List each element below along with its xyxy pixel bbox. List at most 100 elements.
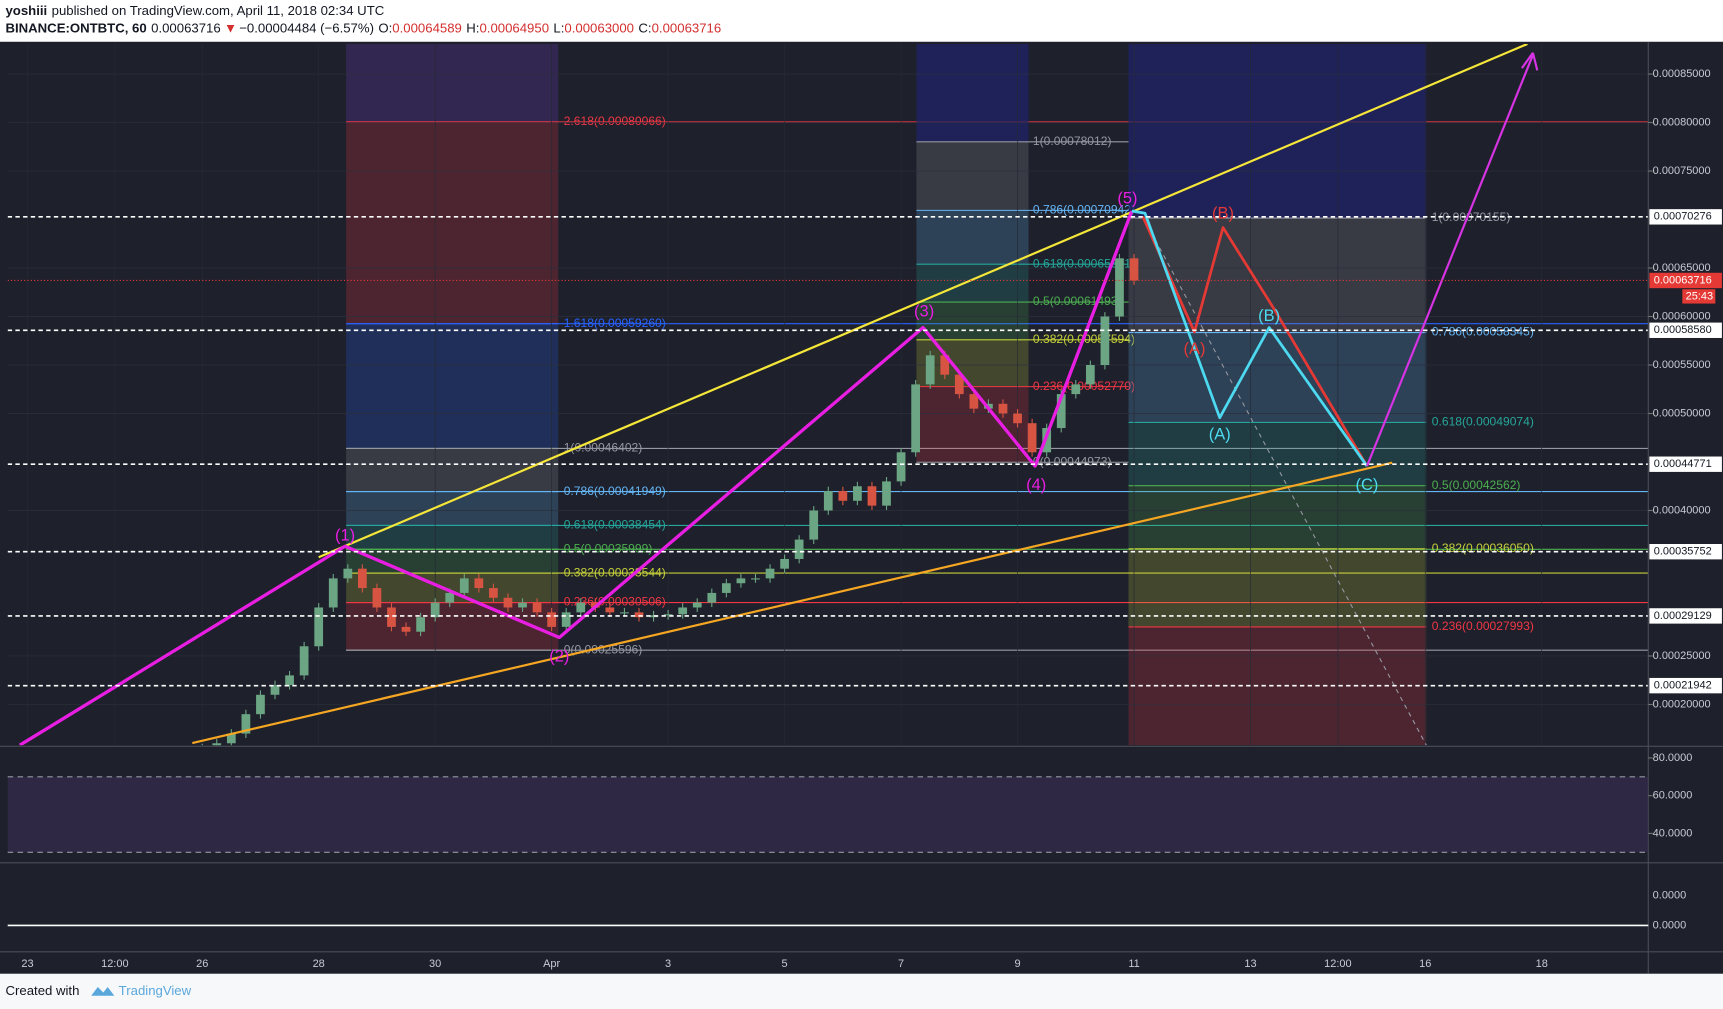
rsi-tick-label: 60.0000 [1653, 790, 1693, 802]
brand[interactable]: TradingView [119, 983, 192, 998]
trend-lower [192, 461, 1393, 745]
candle [882, 481, 891, 506]
candle [518, 602, 527, 608]
footer [0, 973, 1723, 1009]
candle [561, 612, 571, 627]
fib-band [916, 339, 1029, 387]
trend-upper [318, 43, 1528, 559]
x-tick-label: 26 [196, 958, 208, 970]
candle [503, 597, 513, 608]
candle [416, 617, 425, 632]
fib-label: 0.382(0.00033544) [564, 565, 666, 579]
fib-top-band [1128, 43, 1427, 219]
countdown-tag [1682, 289, 1716, 304]
ohlc-key: H: [466, 21, 479, 36]
candle [1071, 384, 1081, 395]
fib-band [346, 323, 559, 449]
y-tick-label: 0.00055000 [1653, 359, 1711, 371]
fib-label: 0.5(0.00035999) [564, 541, 653, 555]
candle [547, 612, 557, 627]
x-tick-label: 5 [782, 958, 788, 970]
candle [387, 607, 396, 627]
wave-label: (5) [1117, 189, 1137, 207]
price-tag-label: 0.00021942 [1654, 680, 1712, 692]
x-tick-label: 12:00 [1324, 958, 1351, 970]
x-tick-label: 3 [665, 958, 671, 970]
x-tick-label: 9 [1014, 958, 1020, 970]
author[interactable]: yoshiii [5, 4, 47, 19]
wave-label: (4) [1026, 476, 1046, 494]
candle [1085, 365, 1095, 385]
fib-band [1128, 485, 1427, 549]
x-tick-label: 7 [898, 958, 904, 970]
x-tick-label: 13 [1244, 958, 1256, 970]
ohlc-key: O: [378, 21, 392, 36]
candle [736, 578, 746, 584]
price-tag-label: 0.00044771 [1654, 458, 1712, 470]
candle [299, 646, 309, 676]
wave-label: (B) [1258, 307, 1280, 325]
fib-label: 0(0.00025596) [564, 642, 643, 656]
wave-label: (C) [1356, 476, 1379, 494]
candle [212, 743, 222, 746]
fib-band [916, 141, 1029, 211]
candle [663, 614, 673, 616]
candle [707, 592, 717, 603]
candle [226, 733, 236, 744]
candle [474, 578, 484, 589]
candle [678, 607, 688, 615]
ohlc-value: 0.00063000 [564, 21, 634, 36]
candle [1100, 316, 1110, 366]
price-tag [1649, 677, 1722, 694]
fib-label: 0.5(0.00042562) [1432, 478, 1521, 492]
fib-band [346, 121, 559, 324]
change: −0.00004484 (−6.57%) [239, 21, 374, 36]
price-tag [1649, 608, 1722, 624]
candle [357, 568, 367, 589]
fib-label: 2.618(0.00080066) [564, 114, 666, 128]
fib-top-band [916, 43, 1029, 142]
wave-label: (3) [914, 303, 934, 321]
candle [459, 578, 469, 593]
x-tick-label: 23 [21, 958, 33, 970]
y-tick-label: 0.00050000 [1653, 407, 1711, 419]
fib-label: 0.236(0.00030506) [564, 595, 666, 609]
price-tag [1649, 209, 1722, 225]
y-tick-label: 0.00085000 [1653, 68, 1711, 80]
created-with: Created with [5, 983, 79, 998]
y-tick-label: 0.00060000 [1653, 310, 1711, 322]
x-tick-label: 16 [1419, 958, 1431, 970]
macd-tick-label: 0.0000 [1653, 890, 1687, 902]
price-tag-label: 0.00029129 [1654, 610, 1712, 622]
fib-band [346, 549, 559, 574]
projection-dashed [1142, 216, 1427, 746]
candle [634, 612, 644, 618]
candle [911, 384, 921, 453]
countdown: 25:43 [1686, 290, 1713, 302]
candle [270, 685, 280, 695]
symbol: BINANCE:ONTBTC, 60 [5, 21, 146, 36]
fib-label: 0.786(0.00070942) [1033, 203, 1135, 217]
candle [328, 578, 338, 608]
candle [954, 374, 964, 395]
candle [809, 510, 819, 540]
ohlc-key: L: [553, 21, 564, 36]
fib-label: 0.236(0.00052770) [1033, 379, 1135, 393]
projection-up [1365, 54, 1534, 467]
candle [853, 486, 862, 501]
y-tick-label: 0.00040000 [1653, 504, 1711, 516]
candle [940, 355, 950, 375]
candle [256, 694, 265, 715]
candle [969, 394, 979, 409]
wave-label: (A) [1209, 426, 1231, 444]
logo [91, 987, 115, 996]
correction-red [1141, 215, 1369, 467]
fib-band [1128, 422, 1427, 486]
last-price-tag [1649, 272, 1722, 289]
rsi-tick-label: 80.0000 [1653, 752, 1693, 764]
candle [925, 355, 935, 385]
price-tag-label: 0.00070276 [1654, 211, 1712, 223]
candle [1129, 258, 1139, 281]
fib-band [1128, 332, 1427, 423]
